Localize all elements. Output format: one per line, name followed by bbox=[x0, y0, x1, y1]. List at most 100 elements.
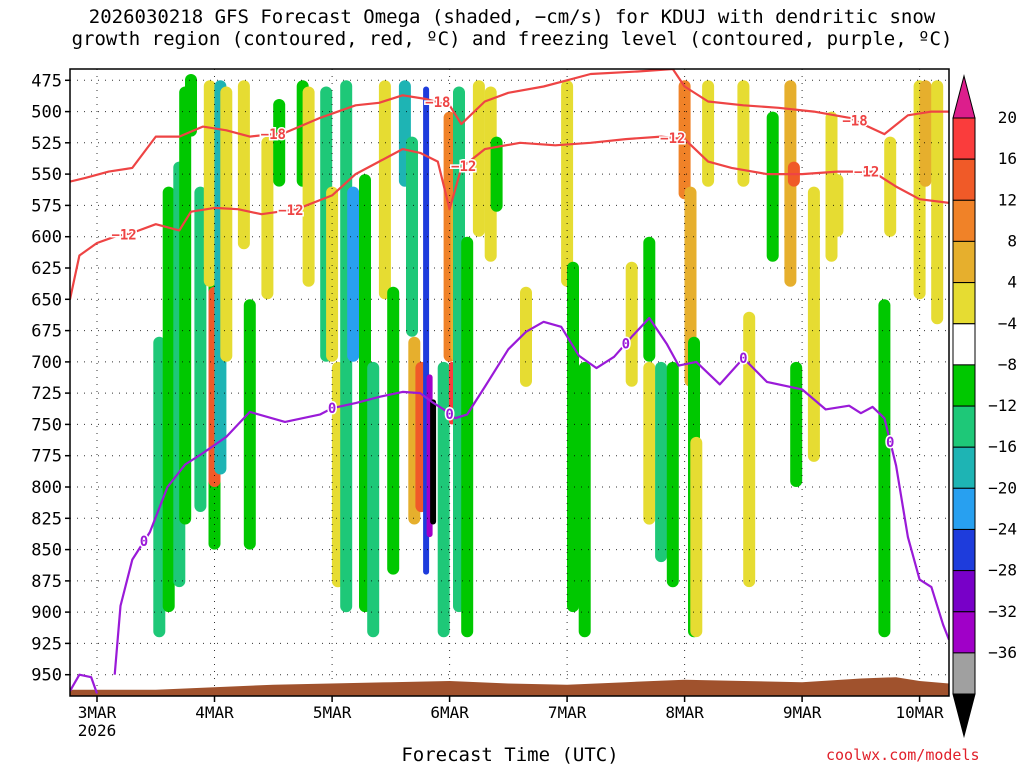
colorbar-segment bbox=[952, 240, 976, 283]
omega-cell bbox=[561, 80, 574, 287]
omega-cell bbox=[743, 311, 756, 588]
terrain bbox=[70, 677, 949, 696]
colorbar-bottom-triangle bbox=[952, 693, 976, 739]
contour-line bbox=[70, 673, 99, 694]
colorbar-segment bbox=[952, 158, 976, 201]
contour-label: −18 bbox=[842, 114, 867, 130]
x-tick-label: 7MAR bbox=[548, 703, 587, 722]
omega-shading bbox=[153, 74, 944, 638]
y-tick-label: 875 bbox=[31, 572, 62, 592]
y-tick-label: 525 bbox=[31, 134, 62, 154]
colorbar-label: −36 bbox=[988, 643, 1017, 662]
omega-cell bbox=[690, 436, 703, 638]
omega-cell bbox=[273, 99, 286, 187]
omega-cell bbox=[625, 261, 638, 387]
chart-title: 2026030218 GFS Forecast Omega (shaded, −… bbox=[0, 6, 1024, 50]
omega-cell bbox=[490, 136, 503, 212]
contour-label: −12 bbox=[278, 203, 303, 219]
omega-cell bbox=[185, 74, 197, 137]
omega-cell bbox=[790, 361, 803, 487]
colorbar-label: −24 bbox=[988, 520, 1017, 539]
colorbar-segment bbox=[952, 364, 976, 407]
omega-cell bbox=[387, 286, 400, 575]
y-tick-label: 600 bbox=[31, 228, 62, 248]
contour-label: −12 bbox=[111, 228, 136, 244]
y-tick-label: 775 bbox=[31, 447, 62, 467]
omega-cell bbox=[237, 80, 250, 250]
x-tick-label: 5MAR bbox=[313, 703, 352, 722]
y-tick-label: 575 bbox=[31, 196, 62, 216]
omega-cell bbox=[702, 80, 715, 187]
contour-line bbox=[113, 316, 949, 675]
y-tick-label: 925 bbox=[31, 634, 62, 654]
contour-label: 0 bbox=[445, 407, 453, 423]
omega-cell bbox=[437, 361, 450, 638]
y-tick-label: 550 bbox=[31, 165, 62, 185]
contour-label: −12 bbox=[451, 159, 476, 175]
omega-cell bbox=[179, 86, 192, 525]
colorbar-segment bbox=[952, 117, 976, 160]
y-tick-label: 850 bbox=[31, 541, 62, 561]
colorbar-segment bbox=[952, 487, 976, 530]
omega-cell bbox=[347, 186, 360, 362]
omega-cell bbox=[766, 111, 779, 262]
colorbar-label: −32 bbox=[988, 602, 1017, 621]
x-tick-label: 4MAR bbox=[195, 703, 234, 722]
x-axis-title: Forecast Time (UTC) bbox=[401, 744, 619, 766]
y-tick-label: 725 bbox=[31, 384, 62, 404]
colorbar-segment bbox=[952, 611, 976, 654]
colorbar-label: −12 bbox=[988, 396, 1017, 415]
omega-cell bbox=[520, 286, 532, 387]
contour-line bbox=[70, 69, 949, 183]
omega-cell bbox=[302, 86, 315, 287]
colorbar-label: 8 bbox=[1007, 231, 1017, 250]
colorbar-top-triangle bbox=[952, 74, 976, 119]
terrain-fill bbox=[70, 677, 949, 696]
y-tick-label: 800 bbox=[31, 478, 62, 498]
contour-label: −18 bbox=[425, 95, 450, 111]
colorbar-label: 12 bbox=[998, 190, 1017, 209]
omega-cell bbox=[220, 86, 233, 362]
contour-line bbox=[70, 135, 949, 300]
x-tick-label: 10MAR bbox=[896, 703, 945, 722]
omega-cell bbox=[578, 361, 591, 638]
colorbar-label: −28 bbox=[988, 561, 1017, 580]
contour-label: −18 bbox=[261, 127, 286, 143]
omega-cell bbox=[472, 80, 485, 237]
axes: 475 500 525 550 575 600 625 650 675 700 725 750 775 8… bbox=[31, 71, 944, 740]
colorbar-label: −4 bbox=[998, 314, 1017, 333]
omega-cell bbox=[831, 174, 844, 237]
contour-label: −12 bbox=[660, 131, 685, 147]
y-tick-label: 900 bbox=[31, 603, 62, 623]
x-tick-label: 9MAR bbox=[783, 703, 822, 722]
colorbar-segment bbox=[952, 446, 976, 489]
colorbar: 20 16 12 8 4 −4 −8 −12 −16 −20 −24 −28 −32 −36 bbox=[952, 74, 1017, 739]
omega-cell bbox=[162, 186, 175, 613]
y-tick-label: 675 bbox=[31, 322, 62, 342]
credit-text: coolwx.com/models bbox=[826, 746, 980, 764]
contour-label: 0 bbox=[739, 351, 747, 367]
omega-cell bbox=[261, 136, 274, 300]
contour-label: −12 bbox=[854, 165, 879, 181]
omega-cell bbox=[567, 261, 579, 613]
omega-cell bbox=[378, 80, 391, 300]
omega-cell bbox=[153, 336, 166, 638]
colorbar-label: 4 bbox=[1007, 273, 1017, 292]
omega-cell bbox=[430, 399, 437, 525]
contour-labels: −12 −12 −12 −12 −12 −18 −18 −18 0 0 0 0 0 0 bbox=[110, 94, 896, 552]
omega-cell bbox=[655, 361, 668, 563]
y-tick-label: 700 bbox=[31, 353, 62, 373]
y-tick-label: 750 bbox=[31, 415, 62, 435]
contour-label: 0 bbox=[622, 337, 630, 353]
omega-cell bbox=[666, 361, 679, 588]
omega-cell bbox=[919, 80, 932, 187]
y-tick-label: 825 bbox=[31, 509, 62, 529]
x-tick-label: 3MAR bbox=[78, 703, 117, 722]
colorbar-segment bbox=[952, 323, 976, 366]
omega-cell bbox=[737, 80, 750, 187]
colorbar-segment bbox=[952, 405, 976, 448]
omega-cell bbox=[203, 80, 216, 287]
omega-cell bbox=[878, 299, 891, 638]
title-line-2: growth region (contoured, red, ºC) and f… bbox=[71, 28, 953, 50]
